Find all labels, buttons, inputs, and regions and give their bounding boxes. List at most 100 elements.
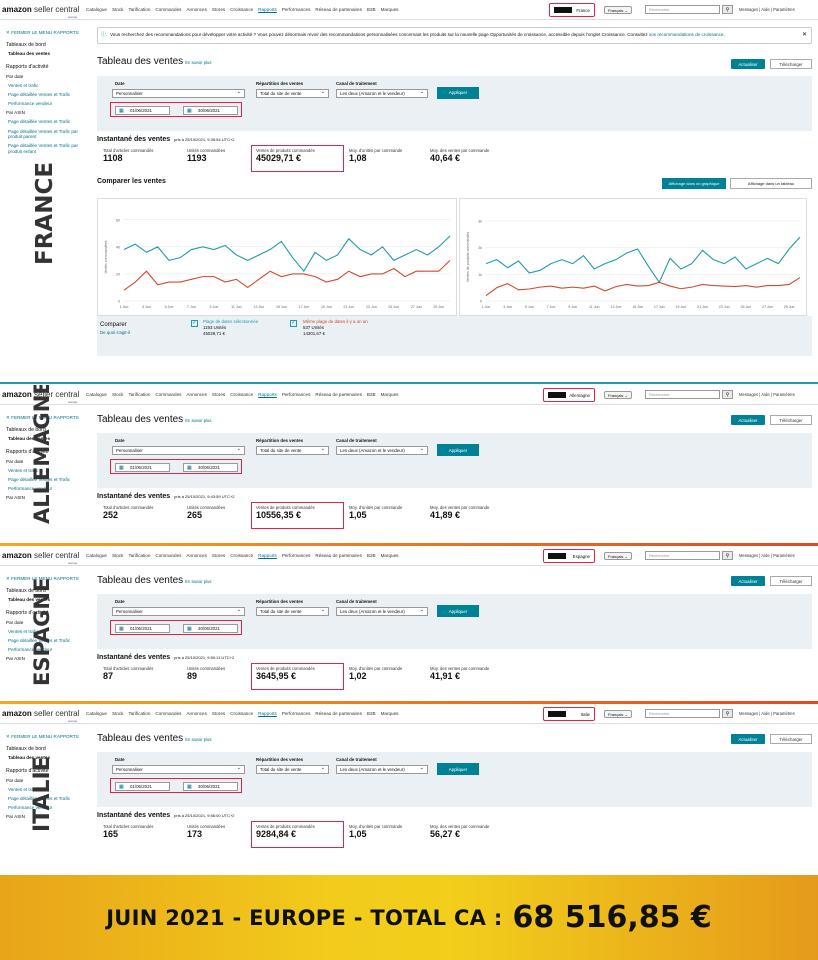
learn-more-link[interactable]: En savoir plus bbox=[185, 579, 212, 584]
graph-view-button[interactable]: Affichage dans un graphique bbox=[662, 177, 726, 189]
nav-stores[interactable]: Stores bbox=[211, 553, 226, 558]
seller-central-logo[interactable]: amazon seller central europe bbox=[2, 550, 80, 565]
sidebar-item-detail-page[interactable]: Page détaillée Ventes et Trafic bbox=[8, 91, 71, 97]
learn-more-link[interactable]: En savoir plus bbox=[185, 737, 212, 742]
sidebar-item-detail-page[interactable]: Page détaillée Ventes et Trafic bbox=[8, 795, 71, 801]
apply-button[interactable]: Appliquer bbox=[437, 605, 479, 617]
nav-stock[interactable]: Stock bbox=[111, 553, 124, 558]
marketplace-selector[interactable]: Italie bbox=[543, 707, 595, 721]
sidebar-item-sales-traffic[interactable]: Ventes et trafic bbox=[8, 628, 39, 634]
seller-central-logo[interactable]: amazon seller central europe bbox=[2, 708, 80, 723]
nav-commandes[interactable]: Commandes bbox=[155, 711, 182, 716]
date-select[interactable]: Personnaliser bbox=[112, 446, 245, 455]
start-date-input[interactable]: ▦ 01/06/2021 bbox=[115, 105, 170, 115]
nav-catalogue[interactable]: Catalogue bbox=[86, 553, 107, 558]
nav-croissance[interactable]: Croissance bbox=[230, 553, 254, 558]
search-input[interactable]: Rechercher bbox=[645, 551, 720, 560]
nav-stock[interactable]: Stock bbox=[111, 711, 124, 716]
start-date-input[interactable]: ▦ 01/06/2021 bbox=[115, 463, 170, 472]
sidebar-item-seller-perf[interactable]: Performance vendeur bbox=[8, 486, 53, 492]
nav-reseau[interactable]: Réseau de partenaires bbox=[315, 553, 362, 558]
nav-commandes[interactable]: Commandes bbox=[155, 392, 182, 397]
nav-catalogue[interactable]: Catalogue bbox=[86, 392, 107, 397]
nav-catalogue[interactable]: Catalogue bbox=[86, 7, 107, 12]
nav-catalogue[interactable]: Catalogue bbox=[86, 711, 107, 716]
sidebar-item-detail-child[interactable]: Page détaillée Ventes et Trafic par prod… bbox=[8, 143, 78, 154]
nav-b2b[interactable]: B2B bbox=[366, 392, 376, 397]
close-icon[interactable]: ✕ bbox=[801, 32, 807, 38]
sidebar-item-sales-dashboard[interactable]: Tableau des ventes bbox=[8, 596, 51, 602]
channel-select[interactable]: Les deux (Amazon et le vendeur) bbox=[336, 446, 428, 455]
split-select[interactable]: Total du site de vente bbox=[256, 607, 329, 616]
search-input[interactable]: Rechercher bbox=[645, 390, 720, 399]
start-date-input[interactable]: ▦ 01/06/2021 bbox=[115, 624, 170, 633]
nav-stores[interactable]: Stores bbox=[211, 7, 226, 12]
channel-select[interactable]: Les deux (Amazon et le vendeur) bbox=[336, 607, 428, 616]
nav-stock[interactable]: Stock bbox=[111, 7, 124, 12]
search-input[interactable]: Rechercher bbox=[645, 5, 720, 14]
nav-marques[interactable]: Marques bbox=[380, 553, 399, 558]
nav-b2b[interactable]: B2B bbox=[366, 7, 376, 12]
nav-annonces[interactable]: Annonces bbox=[186, 553, 207, 558]
sidebar-item-sales-traffic[interactable]: Ventes et trafic bbox=[8, 82, 39, 88]
previous-year-checkbox[interactable]: ✓ bbox=[290, 319, 297, 327]
channel-select[interactable]: Les deux (Amazon et le vendeur) bbox=[336, 765, 428, 774]
download-button[interactable]: Télécharger bbox=[770, 734, 812, 744]
nav-marques[interactable]: Marques bbox=[380, 711, 399, 716]
nav-rapports[interactable]: Rapports bbox=[258, 7, 277, 12]
selected-range-checkbox[interactable]: ✓ bbox=[191, 319, 198, 327]
marketplace-selector[interactable]: Espagne bbox=[543, 549, 595, 563]
split-select[interactable]: Total du site de vente bbox=[256, 88, 329, 98]
sidebar-item-sales-dashboard[interactable]: Tableau des ventes bbox=[8, 50, 51, 56]
sidebar-item-detail-parent[interactable]: Page détaillée Ventes et Trafic par prod… bbox=[8, 128, 78, 139]
nav-stores[interactable]: Stores bbox=[211, 392, 226, 397]
what-link[interactable]: De quoi s'agit-il bbox=[100, 329, 130, 335]
nav-performances[interactable]: Performances bbox=[281, 7, 311, 12]
refresh-button[interactable]: Actualiser bbox=[731, 576, 765, 586]
nav-croissance[interactable]: Croissance bbox=[230, 392, 254, 397]
nav-b2b[interactable]: B2B bbox=[366, 711, 376, 716]
download-button[interactable]: Télécharger bbox=[770, 415, 812, 425]
end-date-input[interactable]: ▦ 30/06/2021 bbox=[183, 624, 238, 633]
nav-commandes[interactable]: Commandes bbox=[155, 553, 182, 558]
nav-performances[interactable]: Performances bbox=[281, 392, 311, 397]
nav-rapports[interactable]: Rapports bbox=[258, 392, 277, 397]
sidebar-item-seller-perf[interactable]: Performance vendeur bbox=[8, 101, 53, 107]
nav-reseau[interactable]: Réseau de partenaires bbox=[315, 711, 362, 716]
nav-performances[interactable]: Performances bbox=[281, 711, 311, 716]
header-links[interactable]: Messages | Aide | Paramètres bbox=[739, 553, 795, 558]
nav-annonces[interactable]: Annonces bbox=[186, 392, 207, 397]
learn-more-link[interactable]: En savoir plus bbox=[185, 418, 212, 423]
nav-tarification[interactable]: Tarification bbox=[128, 711, 151, 716]
nav-annonces[interactable]: Annonces bbox=[186, 7, 207, 12]
nav-marques[interactable]: Marques bbox=[380, 392, 399, 397]
nav-stock[interactable]: Stock bbox=[111, 392, 124, 397]
close-menu-link[interactable]: ✕ FERMER LE MENU RAPPORTS bbox=[6, 576, 79, 581]
split-select[interactable]: Total du site de vente bbox=[256, 765, 329, 774]
marketplace-selector[interactable]: France bbox=[549, 3, 595, 17]
search-input[interactable]: Rechercher bbox=[645, 709, 720, 718]
nav-rapports[interactable]: Rapports bbox=[258, 711, 277, 716]
marketplace-selector[interactable]: Allemagne bbox=[543, 388, 595, 402]
seller-central-logo[interactable]: amazon seller central europe bbox=[2, 4, 80, 19]
apply-button[interactable]: Appliquer bbox=[437, 444, 479, 456]
sidebar-item-sales-traffic[interactable]: Ventes et trafic bbox=[8, 786, 39, 792]
start-date-input[interactable]: ▦ 01/06/2021 bbox=[115, 782, 170, 791]
nav-b2b[interactable]: B2B bbox=[366, 553, 376, 558]
end-date-input[interactable]: ▦ 30/06/2021 bbox=[183, 463, 238, 472]
download-button[interactable]: Télécharger bbox=[770, 576, 812, 586]
header-links[interactable]: Messages | Aide | Paramètres bbox=[739, 7, 795, 12]
refresh-button[interactable]: Actualiser bbox=[731, 59, 765, 69]
table-view-button[interactable]: Affichage dans un tableau bbox=[730, 177, 812, 189]
split-select[interactable]: Total du site de vente bbox=[256, 446, 329, 455]
channel-select[interactable]: Les deux (Amazon et le vendeur) bbox=[336, 88, 428, 98]
nav-croissance[interactable]: Croissance bbox=[230, 7, 254, 12]
seller-central-logo[interactable]: amazon seller central europe bbox=[2, 389, 80, 404]
nav-annonces[interactable]: Annonces bbox=[186, 711, 207, 716]
language-select[interactable]: Français ⌄ bbox=[604, 6, 632, 14]
search-icon[interactable]: ⚲ bbox=[722, 709, 733, 718]
nav-stores[interactable]: Stores bbox=[211, 711, 226, 716]
learn-more-link[interactable]: En savoir plus bbox=[185, 59, 212, 65]
date-select[interactable]: Personnaliser bbox=[112, 765, 245, 774]
date-select[interactable]: Personnaliser bbox=[112, 607, 245, 616]
